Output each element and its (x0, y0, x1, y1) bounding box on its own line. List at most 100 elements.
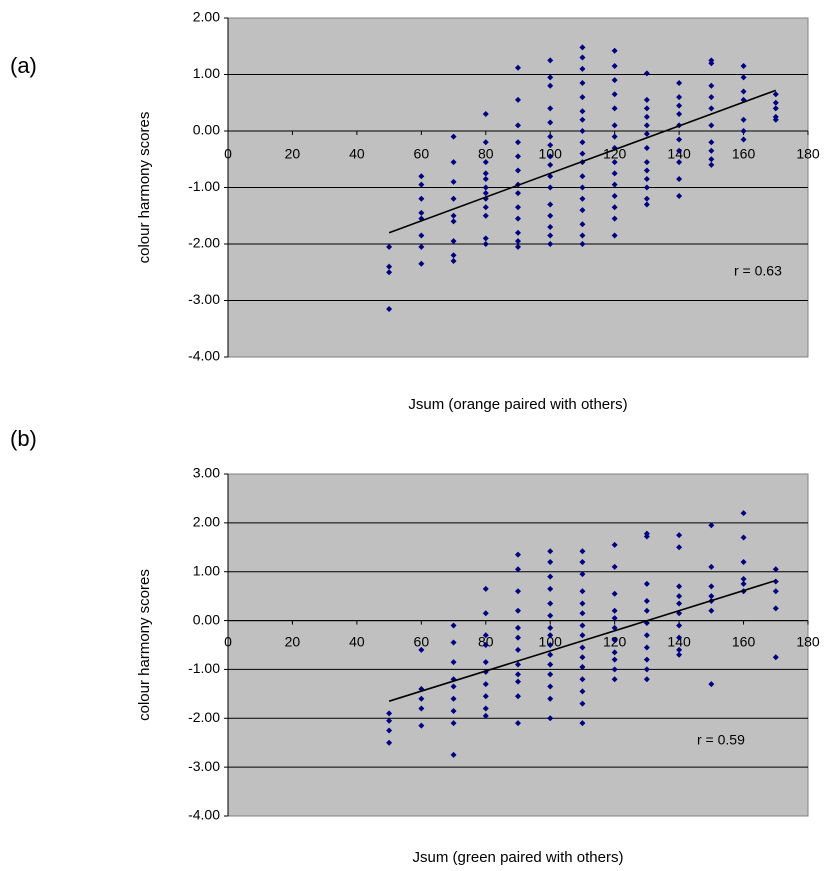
data-point (418, 705, 425, 712)
data-point (579, 116, 586, 123)
y-tick-label: 1.00 (193, 562, 220, 578)
y-tick-label: -1.00 (188, 178, 220, 194)
data-point (482, 632, 489, 639)
data-point (708, 522, 715, 529)
data-point (740, 558, 747, 565)
data-point (611, 649, 618, 656)
data-point (515, 215, 521, 222)
data-point (515, 588, 521, 595)
data-point (450, 212, 457, 219)
data-point (708, 94, 715, 101)
data-point (547, 184, 554, 191)
data-point (515, 661, 521, 668)
data-point (515, 634, 521, 641)
data-point (708, 156, 715, 163)
data-point (643, 184, 650, 191)
data-point (579, 221, 586, 228)
data-point (482, 705, 489, 712)
data-point (482, 170, 489, 177)
data-point (676, 176, 683, 183)
x-axis-title: Jsum (orange paired with others) (408, 396, 627, 413)
data-point (482, 184, 489, 191)
data-point (740, 116, 747, 123)
data-point (418, 243, 425, 250)
data-point (515, 607, 521, 614)
data-point (547, 224, 554, 231)
data-point (611, 637, 618, 644)
data-point (611, 656, 618, 663)
data-point (579, 65, 586, 72)
data-point (611, 232, 618, 239)
data-point (418, 722, 425, 729)
data-point (676, 147, 683, 154)
data-point (515, 646, 521, 653)
data-point (386, 739, 393, 746)
data-point (772, 91, 779, 98)
data-point (386, 243, 393, 250)
data-point (643, 70, 650, 77)
data-point (740, 88, 747, 95)
y-tick-label: 2.00 (193, 9, 220, 25)
data-point (740, 580, 747, 587)
data-point (515, 693, 521, 700)
x-axis-title: Jsum (green paired with others) (413, 849, 624, 866)
data-point (643, 113, 650, 120)
data-point (418, 173, 425, 180)
data-point (547, 661, 554, 668)
panel-label: (b) (10, 426, 37, 451)
data-point (482, 235, 489, 242)
x-tick-label: 140 (667, 634, 691, 650)
y-tick-label: 2.00 (193, 514, 220, 530)
data-point (515, 624, 521, 631)
data-point (450, 159, 457, 166)
data-point (547, 683, 554, 690)
data-point (579, 184, 586, 191)
data-point (547, 612, 554, 619)
trendline (388, 89, 777, 234)
data-point (643, 676, 650, 683)
data-point (676, 583, 683, 590)
data-point (579, 232, 586, 239)
data-point (547, 201, 554, 208)
data-point (772, 654, 779, 661)
data-point (450, 218, 457, 225)
data-point (579, 632, 586, 639)
data-point (579, 571, 586, 578)
data-point (676, 532, 683, 539)
data-point (708, 563, 715, 570)
data-point (547, 74, 554, 81)
data-point (386, 269, 393, 276)
data-point (547, 548, 554, 555)
data-point (611, 91, 618, 98)
x-tick-label: 40 (349, 146, 365, 162)
data-point (547, 232, 554, 239)
data-point (450, 707, 457, 714)
data-point (482, 585, 489, 592)
data-point (515, 96, 521, 103)
data-point (482, 111, 489, 118)
y-axis-title: colour harmony scores (136, 569, 153, 721)
x-tick-label: 40 (349, 634, 365, 650)
data-point (515, 243, 521, 250)
data-point (450, 695, 457, 702)
data-point (418, 181, 425, 188)
data-point (611, 563, 618, 570)
data-point (418, 209, 425, 216)
data-point (611, 204, 618, 211)
data-point (740, 534, 747, 541)
x-tick-label: 0 (224, 634, 232, 650)
chart: 3.00 2.00 1.00 0.00 -1.00 -2.00 -3.00 -4.00 0 20 4… (10, 426, 820, 866)
data-point (482, 190, 489, 197)
data-point (579, 663, 586, 670)
data-point (547, 161, 554, 168)
data-point (579, 128, 586, 134)
data-point (740, 74, 747, 81)
data-point (579, 654, 586, 661)
data-point (515, 139, 521, 146)
data-point (579, 676, 586, 683)
data-point (515, 153, 521, 160)
data-point (708, 161, 715, 168)
data-point (579, 150, 586, 157)
data-point (676, 544, 683, 551)
data-point (386, 305, 393, 312)
